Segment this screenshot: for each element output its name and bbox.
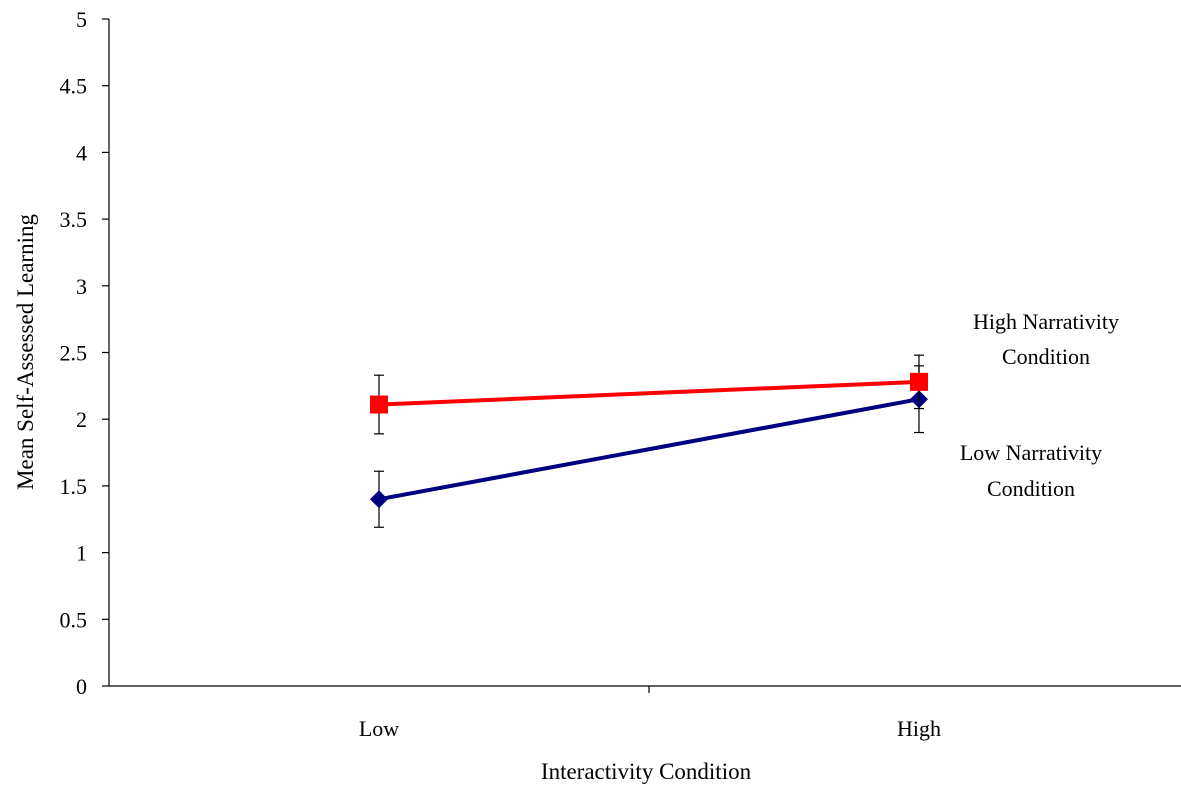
x-tick-label: High [897,716,941,741]
series-label-line: High Narrativity [973,309,1119,334]
series-layer [370,354,928,528]
data-point-square [910,372,928,391]
y-axis-ticks: 0 0.5 1 1.5 2 2.5 3 3.5 4 4.5 5 [60,7,109,699]
series-high-narrativity [370,354,928,435]
series-label-line: Condition [987,476,1075,501]
y-tick-label: 2 [76,407,87,432]
y-tick-label: 4 [76,140,87,165]
y-tick-label: 3.5 [60,207,88,232]
series-label-line: Low Narrativity [960,440,1102,465]
series-line [378,379,920,407]
y-tick-label: 0.5 [60,607,88,632]
y-tick-label: 0 [76,674,87,699]
y-axis-title: Mean Self-Assessed Learning [13,214,38,490]
y-tick-label: 1 [76,541,87,566]
y-tick-label: 1.5 [60,474,88,499]
series-labels: High Narrativity Condition Low Narrativity… [960,309,1119,501]
y-tick-label: 3 [76,274,87,299]
series-label-line: Condition [1002,344,1090,369]
x-tick-label: Low [359,716,399,741]
x-axis-ticks: Low High [359,686,941,741]
data-point-diamond [370,490,388,509]
y-tick-label: 4.5 [60,74,88,99]
data-point-square [370,395,388,414]
series-line [378,397,920,502]
y-tick-label: 5 [76,7,87,32]
y-tick-label: 2.5 [60,341,88,366]
series-low-narrativity [370,365,928,528]
x-axis-title: Interactivity Condition [541,759,752,784]
